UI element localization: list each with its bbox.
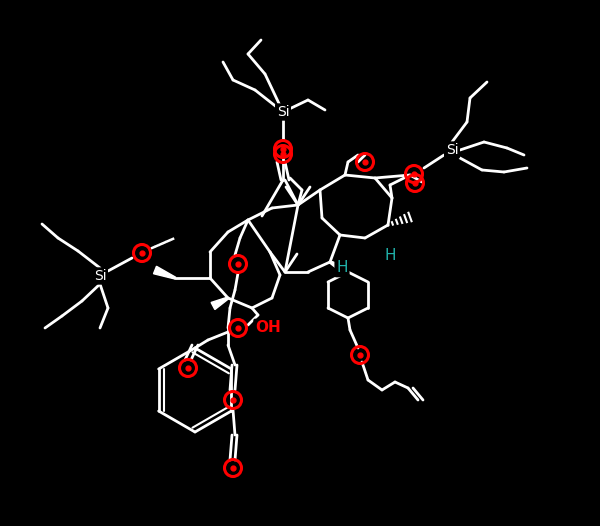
Text: Si: Si (446, 143, 458, 157)
Text: OH: OH (255, 320, 281, 336)
Polygon shape (211, 297, 229, 309)
Text: Si: Si (277, 105, 289, 119)
Polygon shape (154, 266, 175, 279)
Text: H: H (336, 260, 348, 276)
Text: Si: Si (94, 269, 106, 283)
Text: H: H (384, 248, 396, 262)
Polygon shape (329, 261, 347, 274)
